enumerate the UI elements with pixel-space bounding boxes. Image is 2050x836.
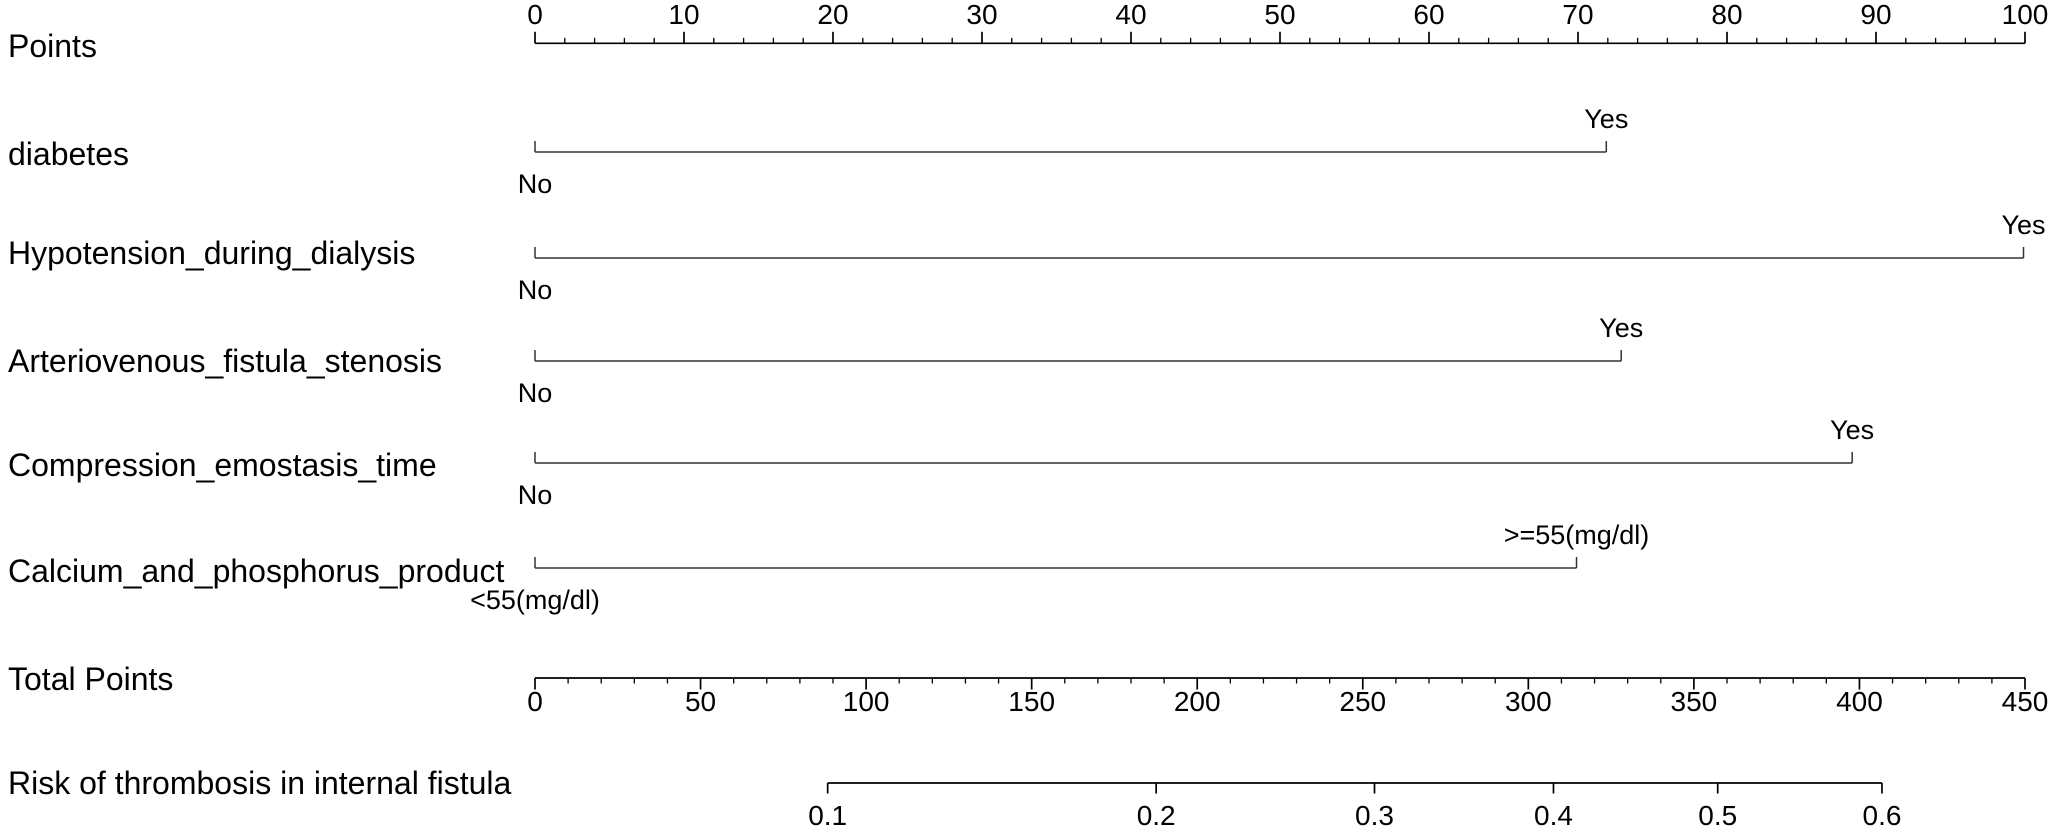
svg-text:300: 300 [1505,686,1552,717]
svg-text:100: 100 [2002,0,2049,30]
svg-text:No: No [518,169,553,199]
svg-text:Risk of thrombosis in internal: Risk of thrombosis in internal fistula [8,765,512,801]
svg-text:60: 60 [1413,0,1444,30]
svg-text:350: 350 [1671,686,1718,717]
svg-text:250: 250 [1339,686,1386,717]
svg-text:0.5: 0.5 [1698,800,1737,831]
svg-text:>=55(mg/dl): >=55(mg/dl) [1504,520,1650,550]
svg-text:Yes: Yes [1584,104,1628,134]
svg-text:200: 200 [1174,686,1221,717]
svg-text:Yes: Yes [1830,415,1874,445]
svg-text:0.2: 0.2 [1137,800,1176,831]
svg-text:Points: Points [8,28,97,64]
svg-text:90: 90 [1860,0,1891,30]
svg-text:0: 0 [527,0,543,30]
svg-text:0.4: 0.4 [1534,800,1573,831]
svg-text:Total Points: Total Points [8,661,173,697]
svg-text:400: 400 [1836,686,1883,717]
svg-text:50: 50 [1264,0,1295,30]
svg-text:No: No [518,480,553,510]
svg-text:Yes: Yes [1599,313,1643,343]
svg-text:0.1: 0.1 [808,800,847,831]
svg-text:No: No [518,378,553,408]
svg-text:70: 70 [1562,0,1593,30]
svg-text:0.6: 0.6 [1863,800,1902,831]
svg-text:40: 40 [1115,0,1146,30]
svg-text:20: 20 [817,0,848,30]
svg-text:30: 30 [966,0,997,30]
svg-text:Calcium_and_phosphorus_product: Calcium_and_phosphorus_product [8,553,504,589]
svg-text:150: 150 [1008,686,1055,717]
svg-text:50: 50 [685,686,716,717]
svg-text:0.3: 0.3 [1355,800,1394,831]
svg-text:Yes: Yes [2001,210,2045,240]
svg-text:Hypotension_during_dialysis: Hypotension_during_dialysis [8,235,415,271]
svg-text:10: 10 [668,0,699,30]
svg-text:No: No [518,275,553,305]
svg-text:100: 100 [843,686,890,717]
svg-text:Compression_emostasis_time: Compression_emostasis_time [8,447,437,483]
svg-text:diabetes: diabetes [8,136,129,172]
svg-text:450: 450 [2002,686,2049,717]
svg-text:Arteriovenous_fistula_stenosis: Arteriovenous_fistula_stenosis [8,343,442,379]
svg-text:<55(mg/dl): <55(mg/dl) [470,585,600,615]
svg-text:0: 0 [527,686,543,717]
svg-text:80: 80 [1711,0,1742,30]
